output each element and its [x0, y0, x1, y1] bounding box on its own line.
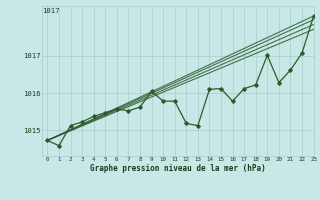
X-axis label: Graphe pression niveau de la mer (hPa): Graphe pression niveau de la mer (hPa)	[90, 164, 266, 173]
Text: 1017: 1017	[42, 8, 59, 14]
